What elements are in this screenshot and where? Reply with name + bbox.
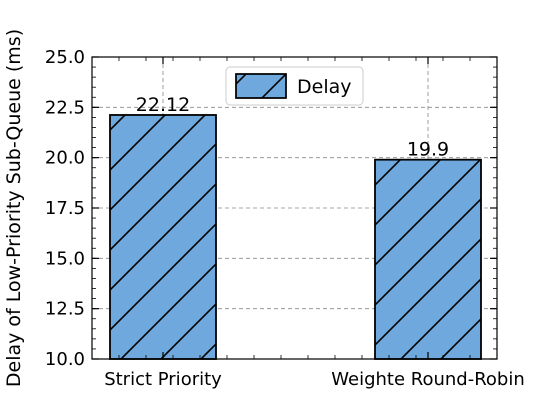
legend: Delay xyxy=(225,66,364,106)
bar-hatch xyxy=(374,158,482,360)
x-tick-label: Strict Priority xyxy=(104,369,222,390)
bar-hatch xyxy=(109,114,217,360)
bar-value-label: 22.12 xyxy=(136,94,190,116)
y-tick-label: 10.0 xyxy=(45,349,85,370)
x-tick-label: Weighte Round-Robin xyxy=(331,369,525,390)
y-tick-label: 22.5 xyxy=(45,97,85,118)
legend-swatch-hatch xyxy=(235,73,287,99)
bars xyxy=(109,114,482,360)
legend-label: Delay xyxy=(297,76,352,98)
y-axis-label: Delay of Low-Priority Sub-Queue (ms) xyxy=(3,29,25,387)
data-labels: 22.12 19.9 xyxy=(136,94,449,161)
y-tick-label: 25.0 xyxy=(45,47,85,68)
bar-value-label: 19.9 xyxy=(407,139,449,161)
y-tick-label: 20.0 xyxy=(45,148,85,169)
y-tick-label: 12.5 xyxy=(45,299,85,320)
axis-ticks: 10.0 12.5 15.0 17.5 20.0 22.5 25.0 Strict Prior… xyxy=(45,47,525,390)
plot-frame xyxy=(91,56,498,360)
y-tick-label: 15.0 xyxy=(45,248,85,269)
y-tick-label: 17.5 xyxy=(45,198,85,219)
